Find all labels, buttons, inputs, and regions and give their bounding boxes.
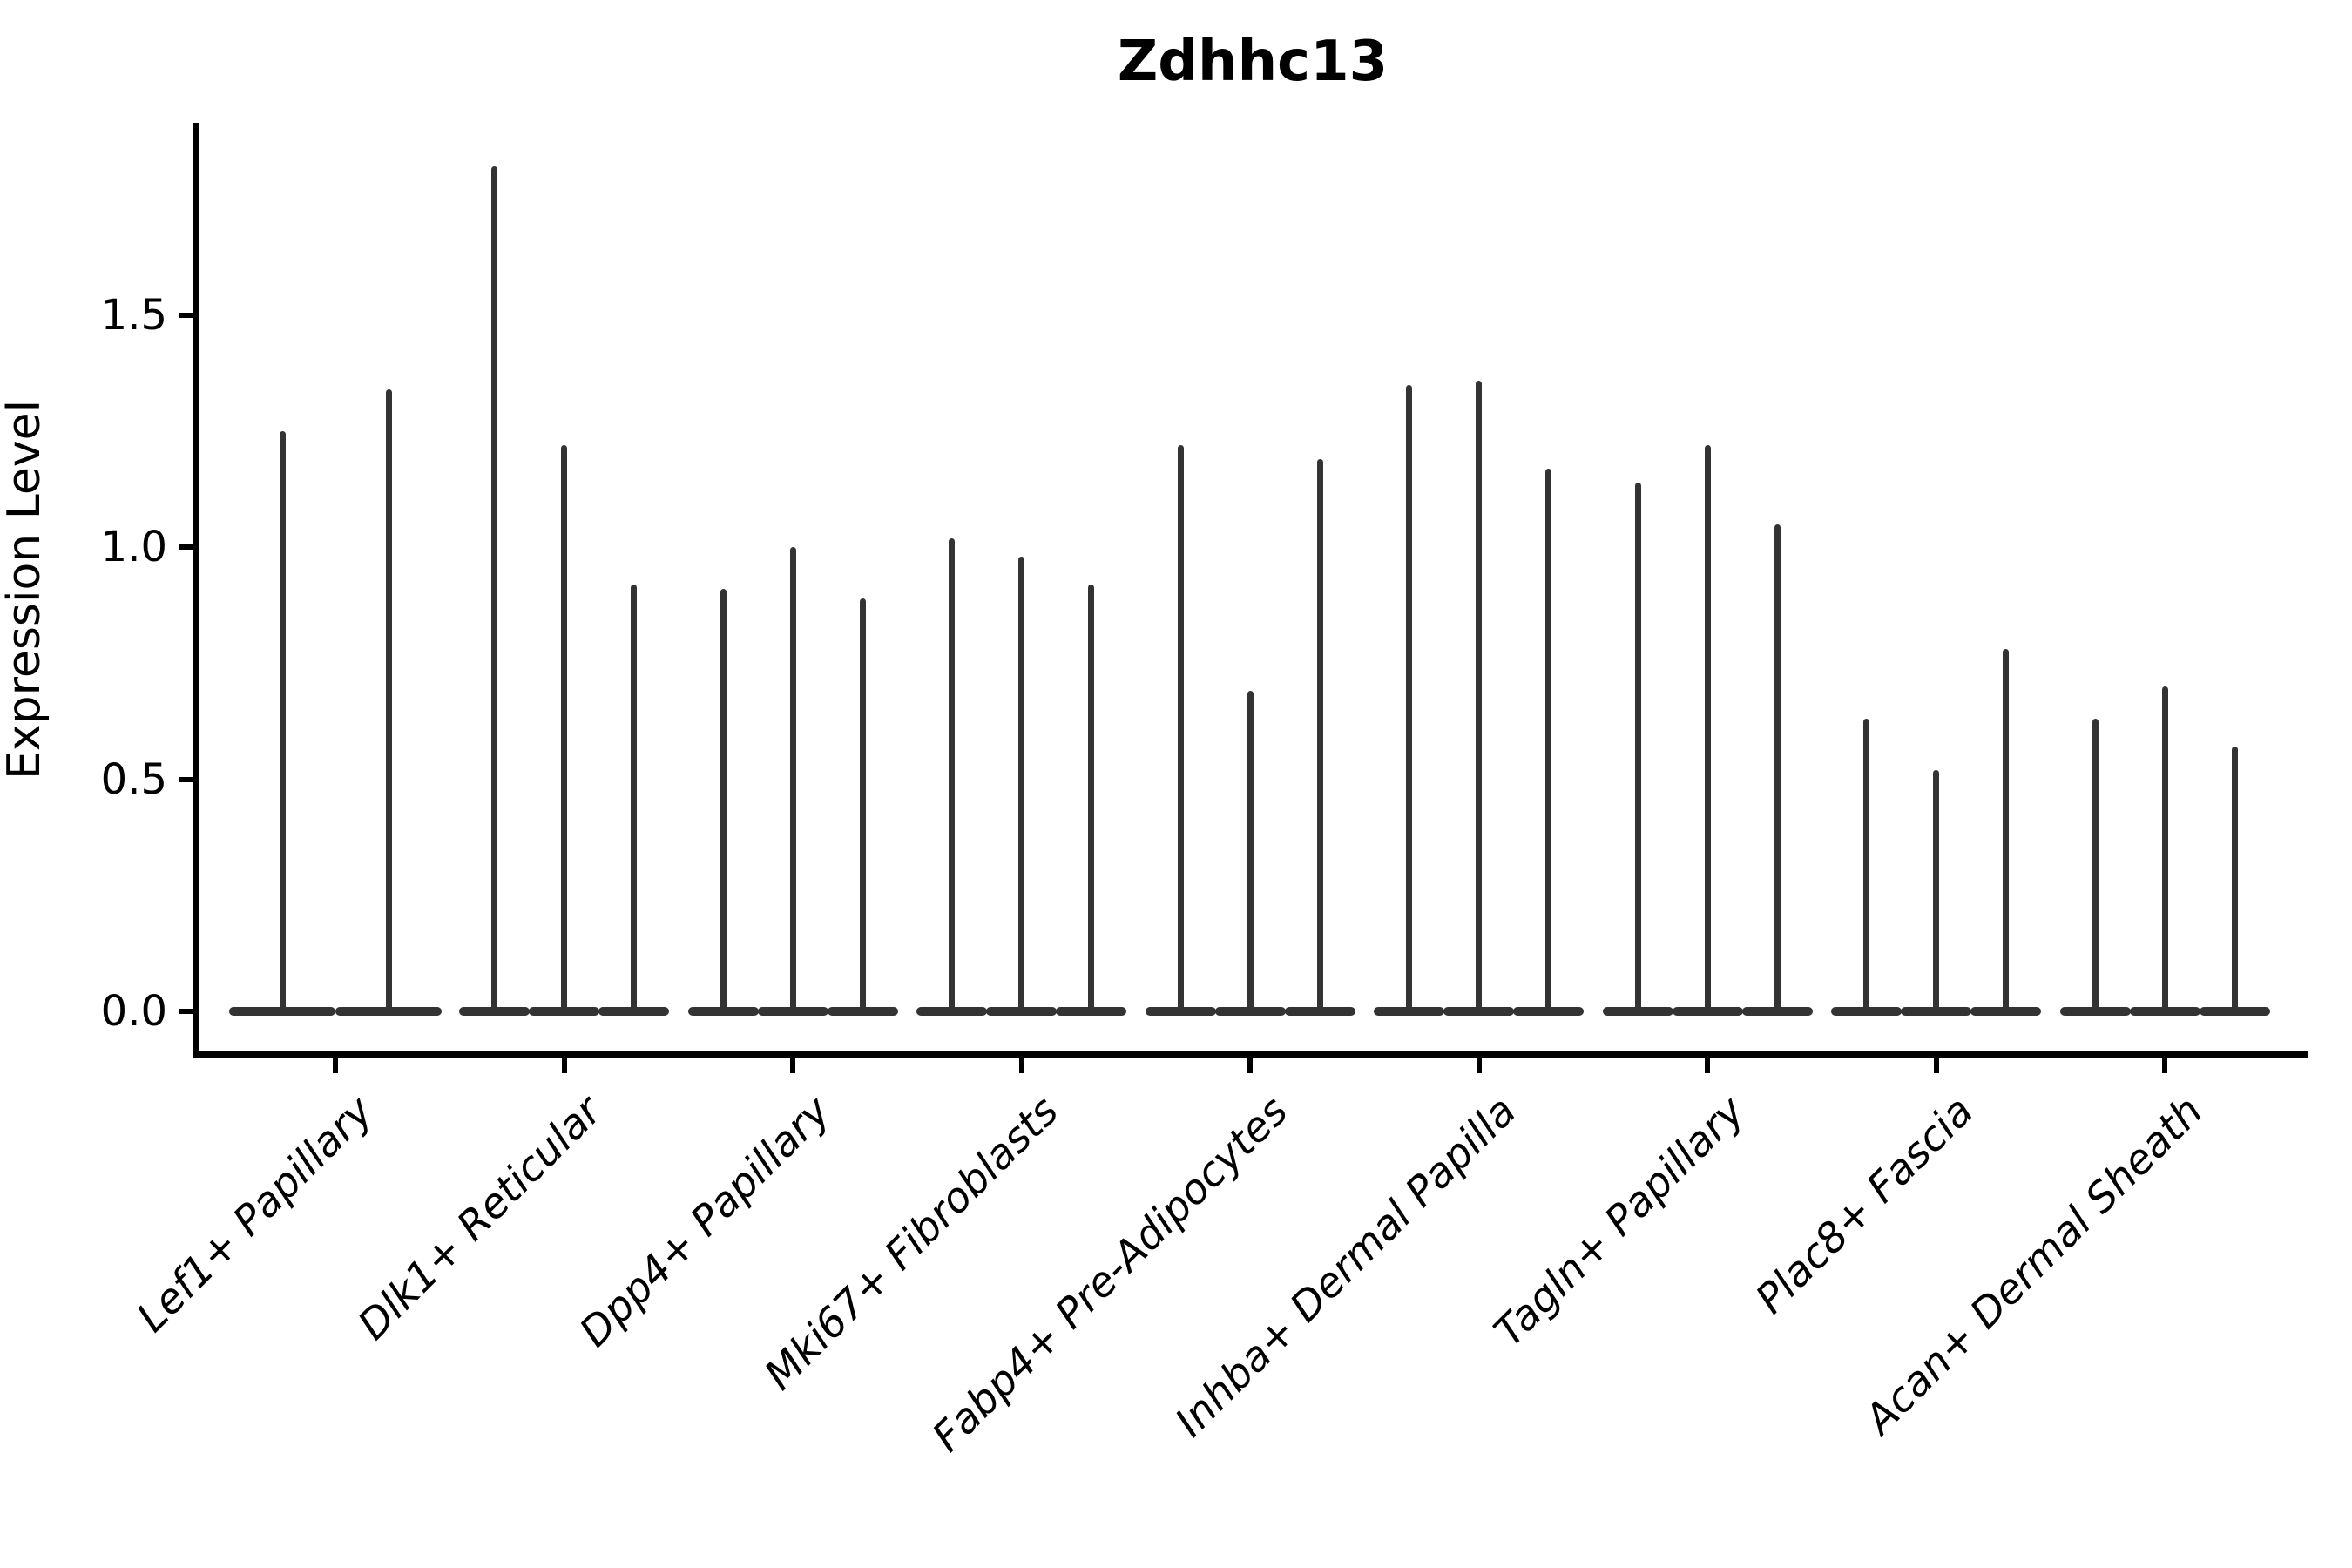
x-axis-tick [1933,1058,1939,1073]
violin-max-spike [859,598,866,1011]
violin-body [459,1007,530,1016]
violin-body [1970,1007,2041,1016]
violin-max-spike [1476,380,1482,1011]
plot-title: Zdhhc13 [1117,30,1389,94]
violin-body [598,1007,669,1016]
violin-max-spike [631,584,637,1011]
violin-body [1443,1007,1514,1016]
x-axis-tick [1247,1058,1253,1073]
violin-max-spike [1018,556,1024,1011]
violin-body [687,1007,759,1016]
x-axis-tick [1476,1058,1482,1073]
x-axis-tick [790,1058,795,1073]
x-tick-label: Dlk1+ Reticular [348,1087,612,1349]
violin-body [2129,1007,2200,1016]
violin-max-spike [2231,747,2238,1011]
violin-max-spike [279,431,286,1011]
violin-body [1901,1007,1971,1016]
violin-max-spike [1634,482,1641,1011]
violin-body [1831,1007,1902,1016]
violin-max-spike [385,389,392,1011]
violin-body [2199,1007,2270,1016]
y-axis-tick [179,776,193,782]
violin-body [757,1007,828,1016]
violin-body [1056,1007,1126,1016]
x-tick-label: Tagln+ Papillary [1485,1087,1754,1356]
x-axis-spine [193,1051,2308,1058]
violin-body [2059,1007,2131,1016]
violin-body [1741,1007,1813,1016]
y-tick-label: 1.0 [100,523,167,572]
violin-max-spike [1774,524,1781,1011]
x-tick-label: Dpp4+ Papillary [570,1087,840,1357]
x-tick-label: Plac8+ Fascia [1747,1087,1984,1324]
violin-body [986,1007,1057,1016]
violin-body [1374,1007,1444,1016]
violin-max-spike [1704,445,1711,1011]
violin-body [335,1007,442,1016]
violin-max-spike [2161,686,2168,1011]
x-tick-label: Lef1+ Papillary [127,1087,382,1342]
violin-max-spike [491,166,497,1011]
violin-max-spike [720,589,727,1011]
violin-max-spike [1247,691,1254,1011]
violin-max-spike [949,537,955,1011]
violin-max-spike [2003,649,2009,1011]
violin-max-spike [561,445,567,1011]
y-axis-tick [179,544,193,551]
y-axis-spine [193,123,199,1058]
x-axis-tick [1018,1058,1024,1073]
x-axis-tick [333,1058,338,1073]
violin-body [229,1007,335,1016]
violin-body [1672,1007,1743,1016]
violin-body [1145,1007,1216,1016]
violin-body [529,1007,599,1016]
violin-max-spike [1933,769,1939,1011]
violin-max-spike [1316,459,1323,1011]
violin-body [1214,1007,1286,1016]
violin-body [1513,1007,1584,1016]
violin-max-spike [1088,584,1094,1011]
violin-body [916,1007,987,1016]
violin-max-spike [1177,445,1184,1011]
violin-body [1602,1007,1673,1016]
x-axis-tick [561,1058,567,1073]
y-tick-label: 1.5 [100,290,167,340]
violin-max-spike [1863,719,1869,1011]
y-axis-tick [179,312,193,318]
y-axis-tick [179,1009,193,1014]
x-axis-tick [1705,1058,1710,1073]
violin-body [827,1007,898,1016]
y-tick-label: 0.5 [100,754,167,804]
violin-max-spike [1545,468,1551,1011]
violin-max-spike [2092,719,2099,1011]
violin-max-spike [1406,384,1412,1011]
x-axis-tick [2162,1058,2167,1073]
y-tick-label: 0.0 [100,987,167,1036]
violin-body [1284,1007,1355,1016]
violin-max-spike [789,547,796,1011]
